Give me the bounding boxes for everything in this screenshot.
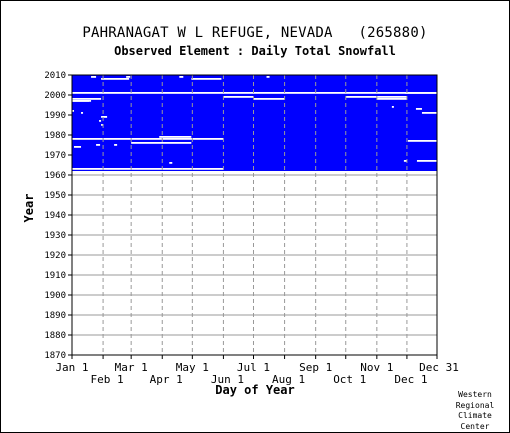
missing-data-gap bbox=[191, 78, 222, 80]
missing-data-gap bbox=[253, 98, 285, 100]
missing-data-gap bbox=[169, 162, 173, 164]
y-tick-label: 1950 bbox=[44, 191, 66, 201]
missing-data-gap bbox=[101, 124, 104, 126]
y-tick-label: 1930 bbox=[44, 231, 66, 241]
missing-data-gap bbox=[179, 76, 184, 78]
missing-data-gap bbox=[223, 96, 254, 98]
x-tick-label: Aug 1 bbox=[272, 373, 305, 386]
axes bbox=[68, 74, 438, 359]
grid-lines bbox=[72, 75, 437, 356]
missing-data-gap bbox=[376, 98, 407, 100]
observed-data-block bbox=[72, 75, 437, 171]
missing-data-gap bbox=[72, 100, 92, 102]
missing-data-gap bbox=[72, 168, 224, 170]
x-tick-label: Mar 1 bbox=[115, 361, 148, 374]
missing-data-gap bbox=[72, 98, 102, 100]
x-tick-label: Jul 1 bbox=[237, 361, 270, 374]
y-tick-label: 1880 bbox=[44, 331, 66, 341]
missing-data-gap bbox=[81, 112, 84, 114]
y-tick-label: 2000 bbox=[44, 91, 66, 101]
y-tick-label: 2010 bbox=[44, 71, 66, 81]
missing-data-gap bbox=[403, 160, 407, 162]
credit-line: Western bbox=[458, 390, 492, 399]
x-tick-label: Jun 1 bbox=[211, 373, 244, 386]
credit-line: Center bbox=[460, 421, 490, 431]
credit-line: Regional bbox=[455, 400, 495, 410]
credit-line: Climate bbox=[458, 411, 492, 420]
missing-data-gap bbox=[159, 136, 192, 138]
missing-data-gap bbox=[407, 140, 437, 142]
x-tick-label: Jan 1 bbox=[55, 361, 88, 374]
x-tick-label: Dec 1 bbox=[394, 373, 427, 386]
missing-data-gap bbox=[421, 112, 437, 114]
x-tick-label: Dec 31 bbox=[419, 361, 459, 374]
y-tick-label: 1970 bbox=[44, 151, 66, 161]
y-tick-label: 1940 bbox=[44, 211, 66, 221]
missing-data-gap bbox=[91, 76, 97, 78]
missing-data-gap bbox=[101, 78, 130, 80]
y-tick-label: 1870 bbox=[44, 351, 66, 361]
x-tick-label: May 1 bbox=[176, 361, 209, 374]
tick-labels: 1870 1880 1890 1900 1910 1920 1930 1940 1950 1960… bbox=[44, 71, 459, 386]
missing-data-gap bbox=[114, 144, 118, 146]
x-tick-label: Feb 1 bbox=[91, 373, 124, 386]
missing-data-gap bbox=[416, 160, 437, 162]
y-tick-label: 1890 bbox=[44, 311, 66, 321]
x-tick-label: Nov 1 bbox=[360, 361, 393, 374]
y-tick-label: 1980 bbox=[44, 131, 66, 141]
missing-data-gap bbox=[266, 76, 270, 78]
missing-data-gap bbox=[72, 138, 224, 140]
missing-data-gap bbox=[404, 92, 437, 94]
y-axis-label: Year bbox=[22, 194, 36, 223]
x-tick-label: Oct 1 bbox=[333, 373, 366, 386]
missing-data-gap bbox=[415, 108, 422, 110]
element-subtitle: Observed Element : Daily Total Snowfall bbox=[114, 44, 396, 58]
station-title: PAHRANAGAT W L REFUGE, NEVADA (265880) bbox=[82, 25, 428, 41]
y-tick-label: 1920 bbox=[44, 251, 66, 261]
missing-data-gap bbox=[99, 120, 102, 122]
y-tick-label: 1900 bbox=[44, 291, 66, 301]
missing-data-gap bbox=[72, 92, 437, 94]
x-tick-label: Apr 1 bbox=[150, 373, 183, 386]
missing-data-gap bbox=[101, 116, 108, 118]
missing-data-gap bbox=[96, 144, 101, 146]
missing-data-gap bbox=[345, 96, 407, 98]
observed-data-layer bbox=[72, 75, 437, 171]
y-tick-label: 1960 bbox=[44, 171, 66, 181]
x-axis-label: Day of Year bbox=[215, 383, 294, 397]
y-tick-label: 1990 bbox=[44, 111, 66, 121]
y-tick-label: 1910 bbox=[44, 271, 66, 281]
missing-data-gap bbox=[131, 142, 192, 144]
missing-data-gap bbox=[126, 76, 131, 78]
missing-data-gap bbox=[391, 106, 394, 108]
x-tick-label: Sep 1 bbox=[299, 361, 332, 374]
missing-data-gap bbox=[72, 110, 75, 112]
wrcc-credit: Western Regional Climate Center bbox=[448, 390, 502, 432]
missing-data-gap bbox=[74, 146, 82, 148]
